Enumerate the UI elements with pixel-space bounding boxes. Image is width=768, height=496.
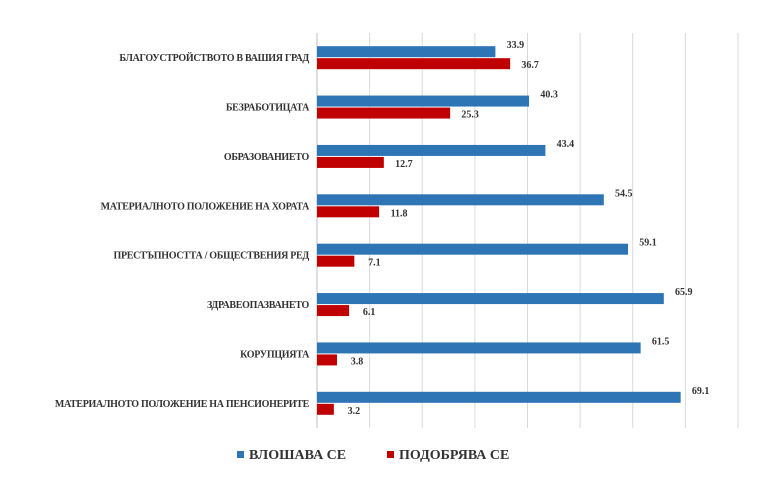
data-label: 59.1 [639,238,657,249]
legend-swatch [237,451,244,458]
data-label: 69.1 [692,386,710,397]
bar-worsening [317,342,641,354]
bar-worsening [317,293,664,305]
bar-improving [317,305,350,317]
bar-improving [317,206,380,218]
bar-worsening [317,194,604,206]
bar-improving [317,58,511,70]
category-label: ОБРАЗОВАНИЕТО [224,152,310,163]
category-label: БЛАГОУСТРОЙСТВОТО В ВАШИЯ ГРАД [119,52,309,64]
category-label: КОРУПЦИЯТА [240,349,310,360]
category-label: МАТЕРИАЛНОТО ПОЛОЖЕНИЕ НА ХОРАТА [101,201,310,212]
category-label: БЕЗРАБОТИЦАТА [226,103,310,114]
bar-improving [317,255,355,267]
data-label: 11.8 [391,208,408,219]
data-label: 36.7 [521,60,539,71]
legend-swatch [387,451,394,458]
data-label: 25.3 [461,110,479,121]
data-label: 6.1 [363,307,376,318]
category-label: ЗДРАВЕОПАЗВАНЕТО [207,300,309,311]
bar-worsening [317,95,530,107]
bar-worsening [317,46,496,58]
category-label: МАТЕРИАЛНОТО ПОЛОЖЕНИЕ НА ПЕНСИОНЕРИТЕ [55,399,310,410]
data-label: 40.3 [540,90,558,101]
data-label: 7.1 [368,258,381,269]
data-label: 65.9 [675,287,693,298]
bar-improving [317,354,337,366]
data-label: 12.7 [395,159,413,170]
data-label: 3.2 [348,406,361,417]
legend-label: ПОДОБРЯВА СЕ [399,448,509,463]
bar-improving [317,403,334,415]
data-label: 43.4 [557,139,575,150]
data-label: 54.5 [615,188,633,199]
data-label: 33.9 [507,40,525,51]
bar-worsening [317,144,546,156]
bar-improving [317,107,451,119]
bar-improving [317,156,384,168]
data-label: 3.8 [351,356,364,367]
legend-label: ВЛОШАВА СЕ [249,448,346,463]
bar-worsening [317,243,629,255]
data-label: 61.5 [652,336,670,347]
bar-worsening [317,391,681,403]
category-label: ПРЕСТЪПНОСТТА / ОБЩЕСТВЕНИЯ РЕД [113,251,309,262]
